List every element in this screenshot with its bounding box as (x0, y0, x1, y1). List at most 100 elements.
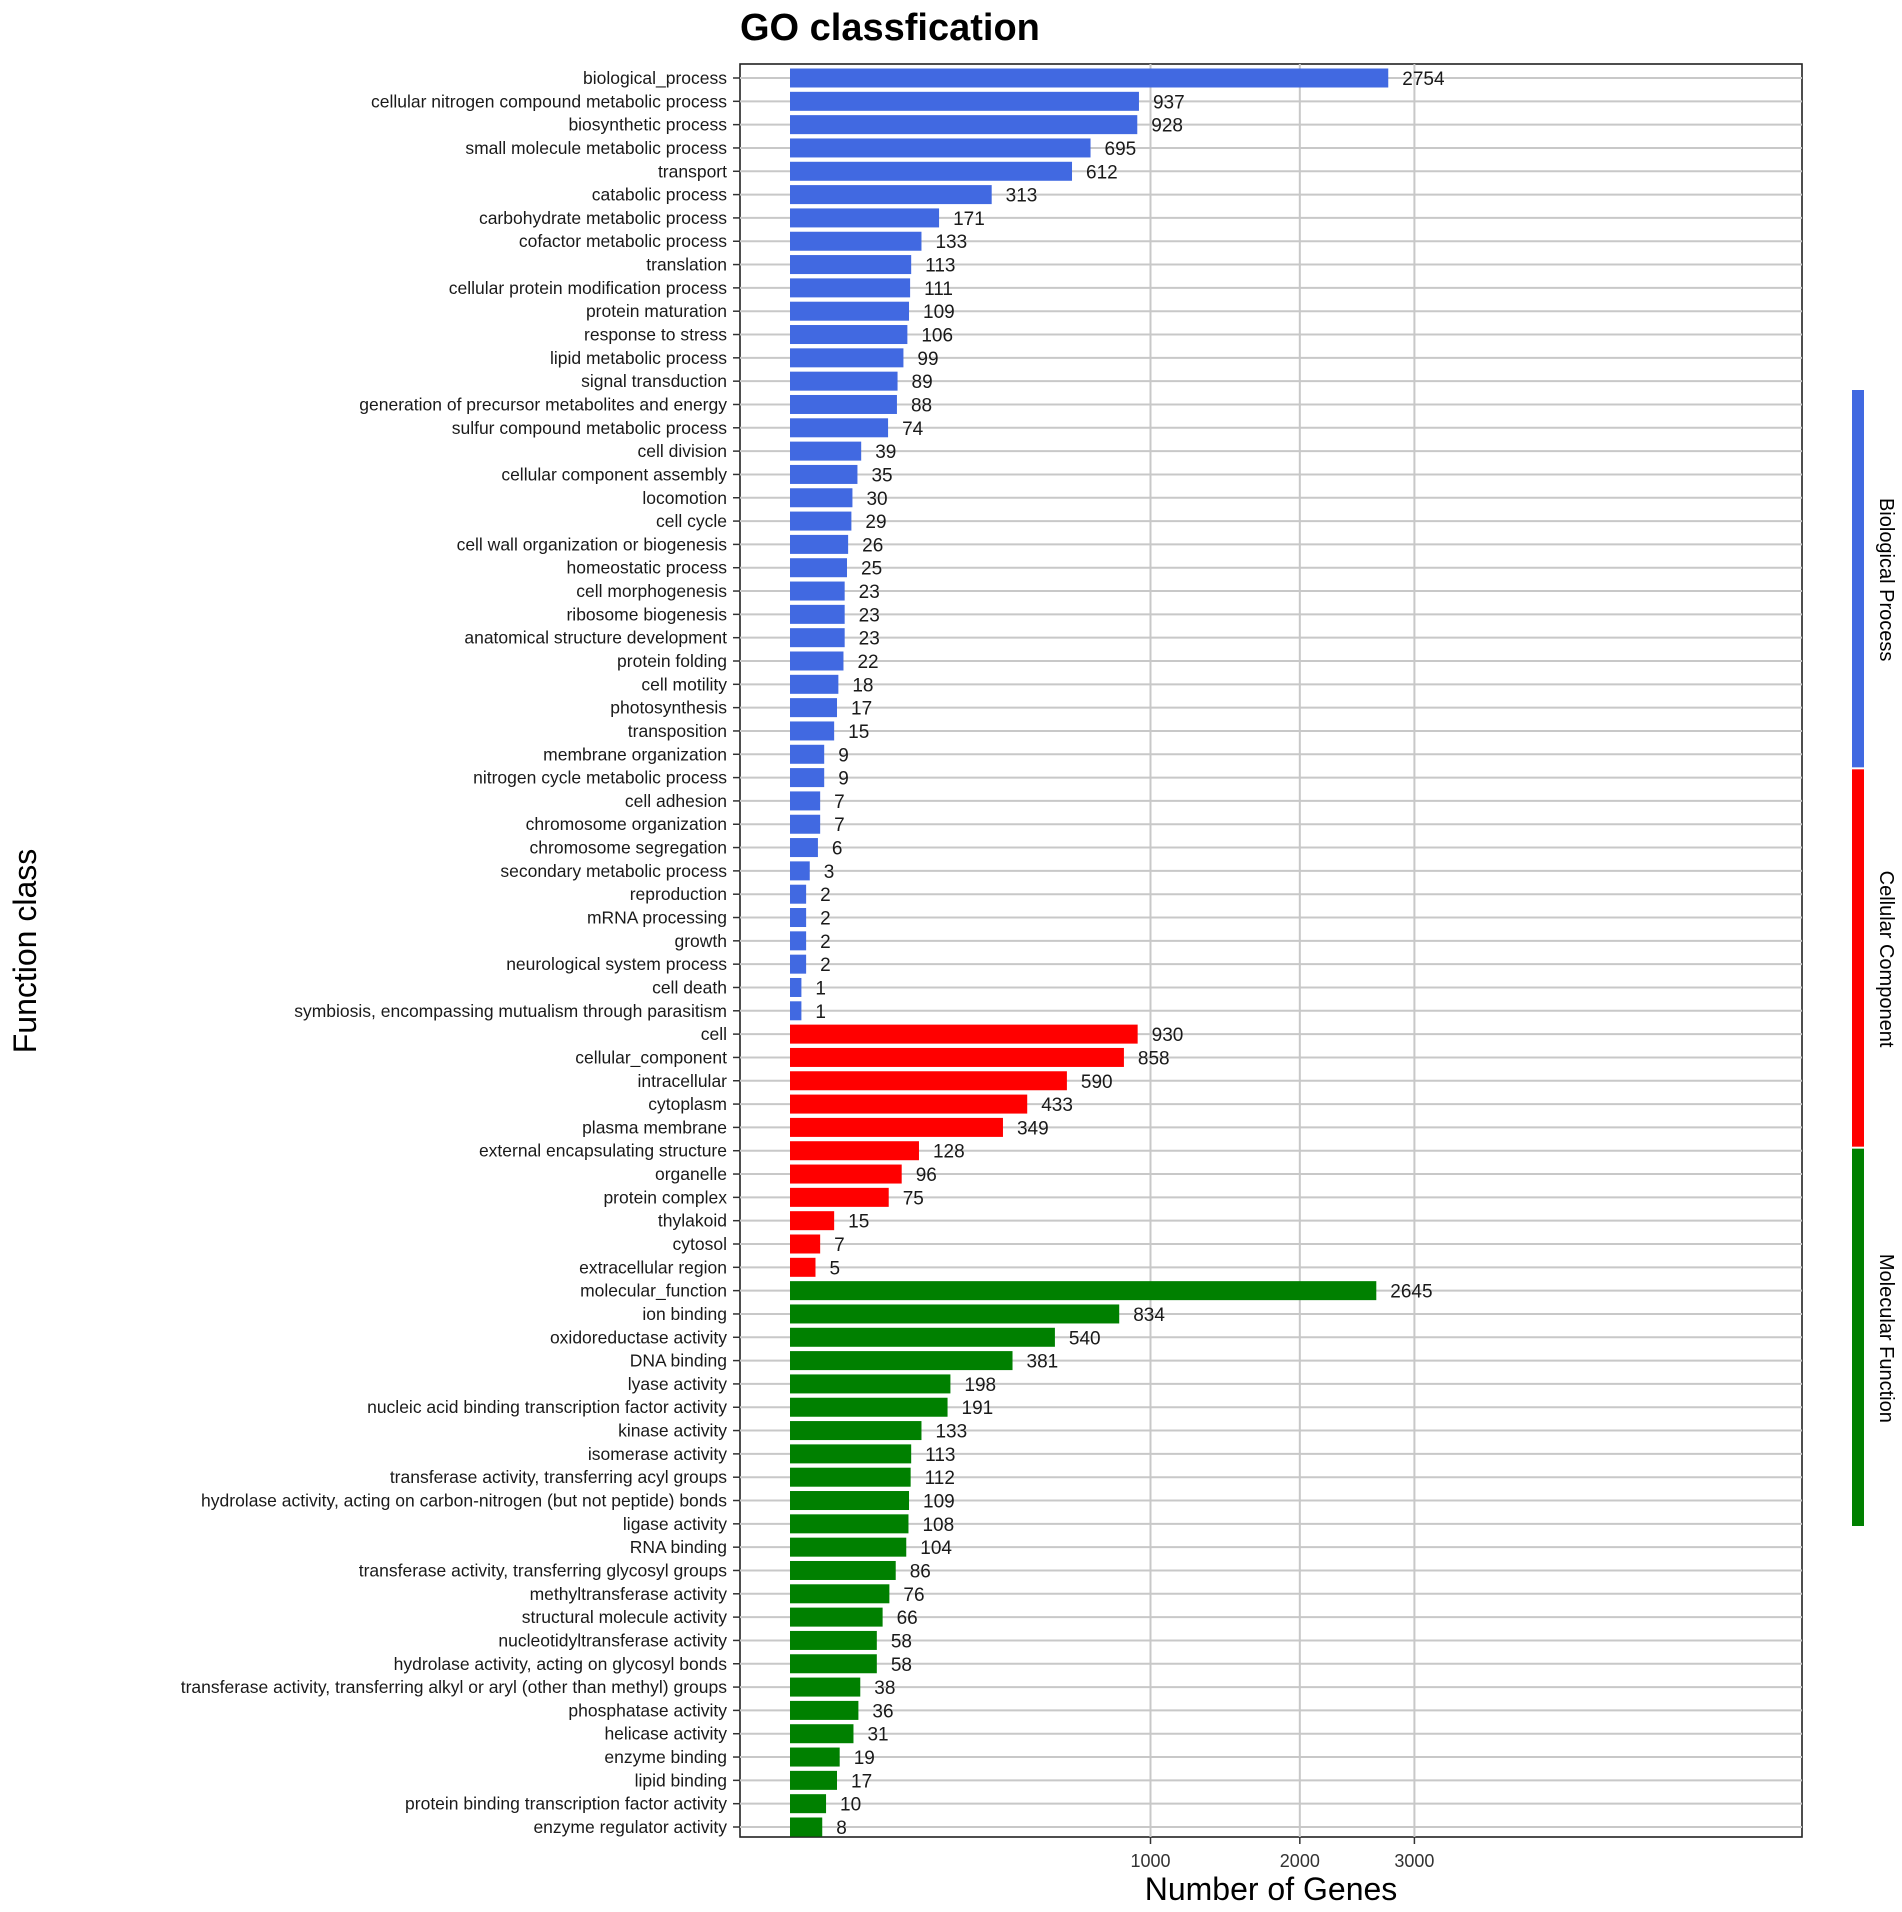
data-label: 2 (820, 885, 831, 906)
bars (790, 68, 1389, 1837)
category-label: cell death (652, 977, 727, 997)
category-label: chromosome segregation (530, 838, 727, 858)
bar (790, 581, 845, 601)
bar (790, 68, 1389, 88)
bar (790, 1584, 890, 1604)
data-label: 106 (921, 326, 953, 347)
category-label: cell morphogenesis (576, 581, 727, 601)
data-label: 88 (911, 395, 932, 416)
category-label: cofactor metabolic process (519, 231, 727, 251)
bar (790, 255, 912, 275)
data-label: 89 (912, 372, 933, 393)
category-label: molecular_function (580, 1281, 727, 1302)
category-label: helicase activity (604, 1724, 727, 1744)
data-label: 5 (829, 1258, 840, 1279)
bar (790, 1304, 1120, 1324)
bar (790, 1117, 1003, 1137)
data-label: 7 (834, 792, 845, 813)
category-label: enzyme binding (604, 1747, 727, 1767)
data-label: 111 (924, 279, 953, 300)
bar (790, 908, 807, 928)
data-label: 29 (865, 512, 886, 533)
category-label: enzyme regulator activity (533, 1817, 727, 1837)
bar (790, 977, 802, 997)
bar (790, 115, 1138, 135)
category-label: chromosome organization (526, 814, 727, 834)
category-label: translation (646, 255, 727, 275)
bar (790, 698, 838, 718)
data-label: 1 (815, 978, 826, 999)
bar (790, 1700, 859, 1720)
category-label: cell motility (641, 674, 727, 694)
data-label: 9 (838, 769, 849, 790)
data-label: 937 (1153, 92, 1185, 113)
data-label: 10 (840, 1795, 861, 1816)
bar (790, 534, 849, 554)
category-label: lyase activity (628, 1374, 727, 1394)
category-label: lipid metabolic process (550, 348, 727, 368)
bar (790, 1257, 816, 1277)
bar (790, 1397, 948, 1417)
category-label: sulfur compound metabolic process (452, 418, 728, 438)
category-label: cellular nitrogen compound metabolic pro… (371, 91, 727, 111)
group-strip (1852, 769, 1864, 1147)
data-label: 22 (857, 652, 878, 673)
bar (790, 1467, 911, 1487)
bar (790, 1491, 910, 1511)
bar (790, 185, 992, 205)
category-label: photosynthesis (610, 698, 727, 718)
category-label: transposition (628, 721, 727, 741)
data-label: 128 (933, 1142, 965, 1163)
data-label: 381 (1027, 1352, 1059, 1373)
group-label: Cellular Component (1875, 871, 1897, 1048)
data-label: 2645 (1390, 1282, 1432, 1303)
bar (790, 371, 898, 391)
bar (790, 208, 940, 228)
bar (790, 1141, 919, 1161)
category-label: response to stress (584, 325, 727, 345)
category-label: external encapsulating structure (479, 1141, 727, 1161)
bar (790, 1234, 821, 1254)
category-label: protein binding transcription factor act… (405, 1794, 727, 1814)
category-label: carbohydrate metabolic process (479, 208, 727, 228)
bar (790, 558, 847, 578)
category-label: hydrolase activity, acting on carbon-nit… (201, 1491, 727, 1511)
data-label: 58 (891, 1655, 912, 1676)
category-label: cell cycle (656, 511, 727, 531)
bar (790, 861, 810, 881)
bar (790, 1444, 912, 1464)
data-label: 113 (925, 256, 955, 277)
data-label: 31 (867, 1725, 888, 1746)
data-label: 1 (815, 1002, 826, 1023)
category-label: protein folding (617, 651, 727, 671)
category-label: nucleic acid binding transcription facto… (367, 1397, 727, 1417)
category-label: methyltransferase activity (530, 1584, 728, 1604)
category-label: protein complex (603, 1187, 727, 1207)
data-label: 18 (852, 675, 873, 696)
category-label: transferase activity, transferring acyl … (390, 1467, 727, 1487)
data-label: 2 (820, 909, 831, 930)
category-label: isomerase activity (588, 1444, 727, 1464)
data-label: 36 (872, 1701, 893, 1722)
bar (790, 674, 839, 694)
data-label: 104 (920, 1538, 952, 1559)
data-label: 19 (854, 1748, 875, 1769)
bar (790, 814, 821, 834)
bar (790, 1514, 909, 1534)
data-label: 99 (917, 349, 938, 370)
data-label: 349 (1017, 1118, 1049, 1139)
category-label: plasma membrane (582, 1117, 727, 1137)
data-label: 15 (848, 722, 869, 743)
bar (790, 138, 1091, 158)
data-label: 433 (1041, 1095, 1073, 1116)
bar (790, 1094, 1028, 1114)
data-label: 113 (925, 1445, 955, 1466)
category-label: phosphatase activity (568, 1700, 727, 1720)
bar (790, 931, 807, 951)
data-label: 133 (935, 1422, 967, 1443)
category-label: transferase activity, transferring glyco… (359, 1560, 728, 1580)
data-label: 858 (1138, 1048, 1170, 1069)
data-label: 540 (1069, 1328, 1101, 1349)
category-label: cellular_component (575, 1047, 727, 1068)
category-label: cytosol (673, 1234, 727, 1254)
